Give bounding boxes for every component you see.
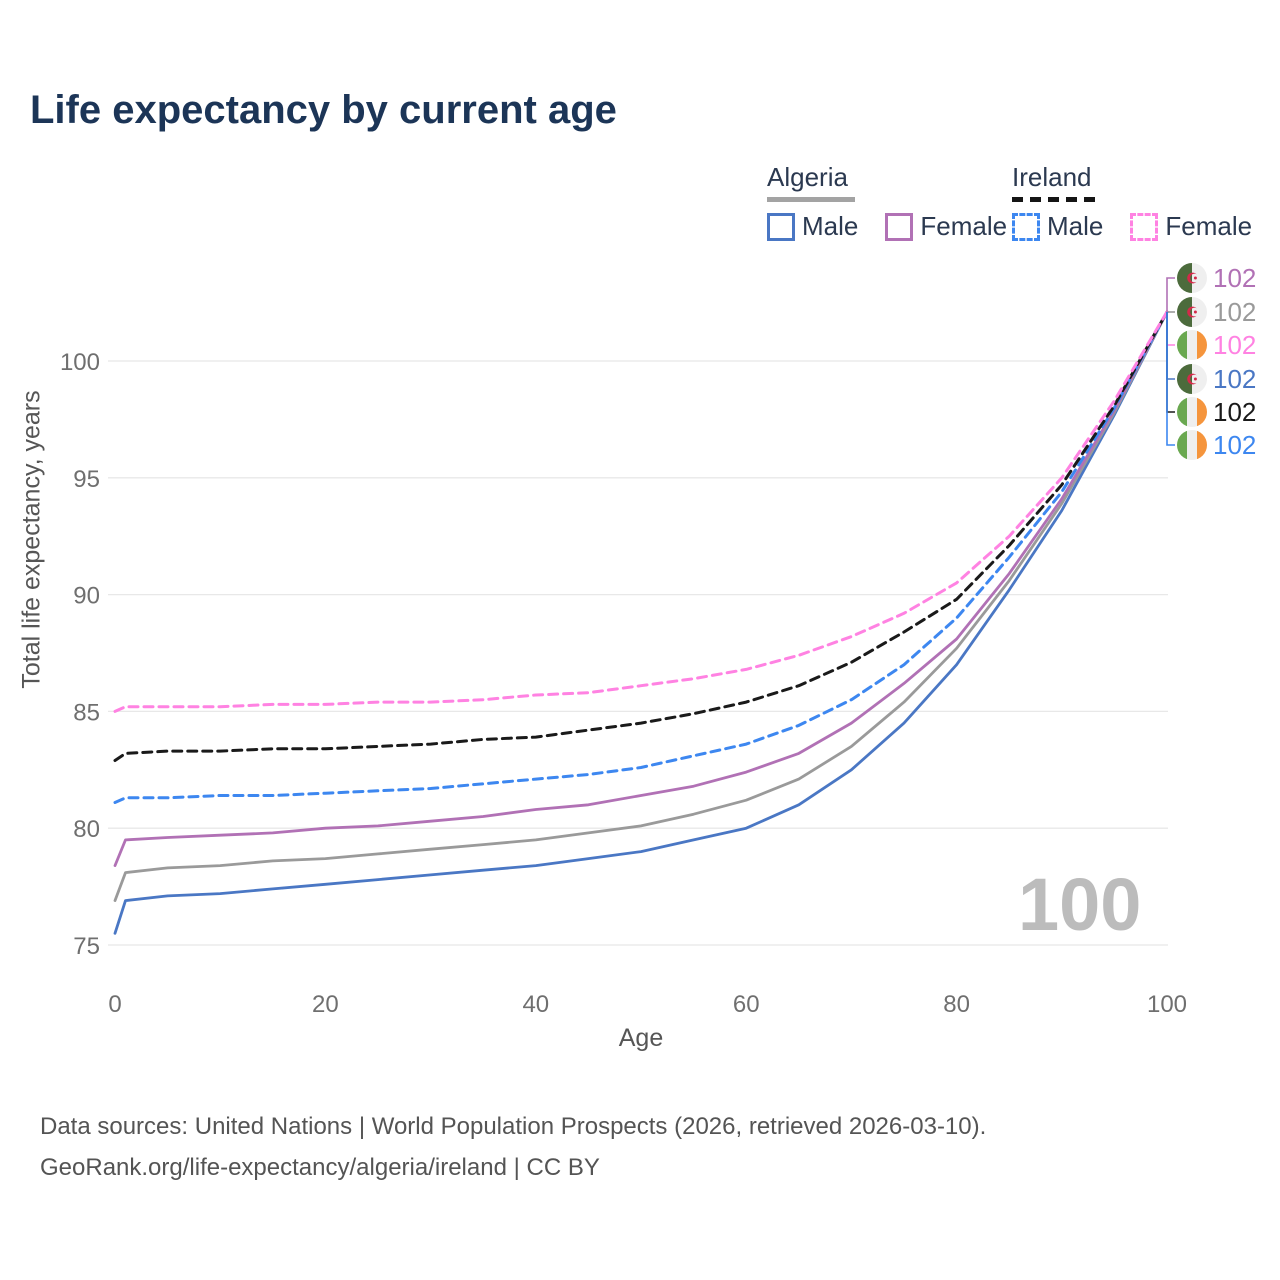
y-tick-90: 90 xyxy=(73,583,100,610)
x-tick-80: 80 xyxy=(943,991,970,1018)
algeria-flag-icon xyxy=(1177,297,1207,327)
end-label-ireland-female: 102 xyxy=(1213,330,1256,360)
ireland-male-label[interactable]: Male xyxy=(1047,211,1104,241)
ireland-female-label[interactable]: Female xyxy=(1165,211,1253,241)
attribution-line: GeoRank.org/life-expectancy/algeria/irel… xyxy=(40,1154,600,1181)
algeria-male-label[interactable]: Male xyxy=(802,211,859,241)
leader-line-ireland-male xyxy=(1166,312,1175,446)
current-age-watermark: 100 xyxy=(1018,863,1142,946)
ireland-female-swatch[interactable] xyxy=(1130,212,1159,241)
series-line-ireland-both-sexes[interactable] xyxy=(113,310,1169,762)
algeria-flag-icon xyxy=(1177,263,1207,293)
y-tick-100: 100 xyxy=(60,349,100,376)
y-tick-80: 80 xyxy=(73,816,100,843)
legend-group-ireland: Ireland Male Female xyxy=(1012,162,1272,242)
end-label-ireland-both-sexes: 102 xyxy=(1213,397,1256,427)
data-sources-line: Data sources: United Nations | World Pop… xyxy=(40,1113,987,1140)
series-line-algeria-male[interactable] xyxy=(113,310,1169,935)
end-label-algeria-male: 102 xyxy=(1213,364,1256,394)
legend-title-ireland[interactable]: Ireland xyxy=(1012,162,1092,192)
end-label-ireland-male: 102 xyxy=(1213,430,1256,460)
footer: Data sources: United Nations | World Pop… xyxy=(40,1106,986,1188)
ireland-flag-icon xyxy=(1177,330,1207,360)
algeria-female-swatch[interactable] xyxy=(885,212,914,241)
ireland-flag-icon xyxy=(1177,397,1207,427)
ireland-flag-icon xyxy=(1177,430,1207,460)
end-label-algeria-female: 102 xyxy=(1213,263,1256,293)
leader-line-algeria-female xyxy=(1166,277,1175,312)
x-tick-40: 40 xyxy=(522,991,549,1018)
y-tick-85: 85 xyxy=(73,699,100,726)
x-tick-60: 60 xyxy=(733,991,760,1018)
legend-title-algeria[interactable]: Algeria xyxy=(767,162,848,192)
algeria-solid-line-key xyxy=(767,197,855,202)
ireland-male-swatch[interactable] xyxy=(1012,212,1040,241)
page-title: Life expectancy by current age xyxy=(30,88,617,132)
algeria-flag-icon xyxy=(1177,364,1207,394)
series-line-algeria-female[interactable] xyxy=(113,310,1169,867)
ireland-dashed-line-key xyxy=(1012,197,1100,202)
y-axis-title: Total life expectancy, years xyxy=(17,390,46,689)
series-line-algeria-both-sexes[interactable] xyxy=(113,310,1169,902)
algeria-female-label[interactable]: Female xyxy=(920,211,1008,241)
algeria-male-swatch[interactable] xyxy=(767,212,795,241)
y-tick-95: 95 xyxy=(73,466,100,493)
legend-group-algeria: Algeria Male Female xyxy=(767,162,1027,242)
leader-line-ireland-both-sexes xyxy=(1166,312,1175,413)
y-tick-75: 75 xyxy=(73,933,100,960)
series-line-ireland-male[interactable] xyxy=(113,310,1169,804)
x-axis-title: Age xyxy=(618,1024,664,1052)
end-label-algeria-both-sexes: 102 xyxy=(1213,297,1256,327)
leader-line-ireland-female xyxy=(1166,312,1175,346)
x-tick-0: 0 xyxy=(108,991,121,1018)
x-tick-100: 100 xyxy=(1147,991,1187,1018)
x-tick-20: 20 xyxy=(312,991,339,1018)
series-line-ireland-female[interactable] xyxy=(113,310,1169,713)
